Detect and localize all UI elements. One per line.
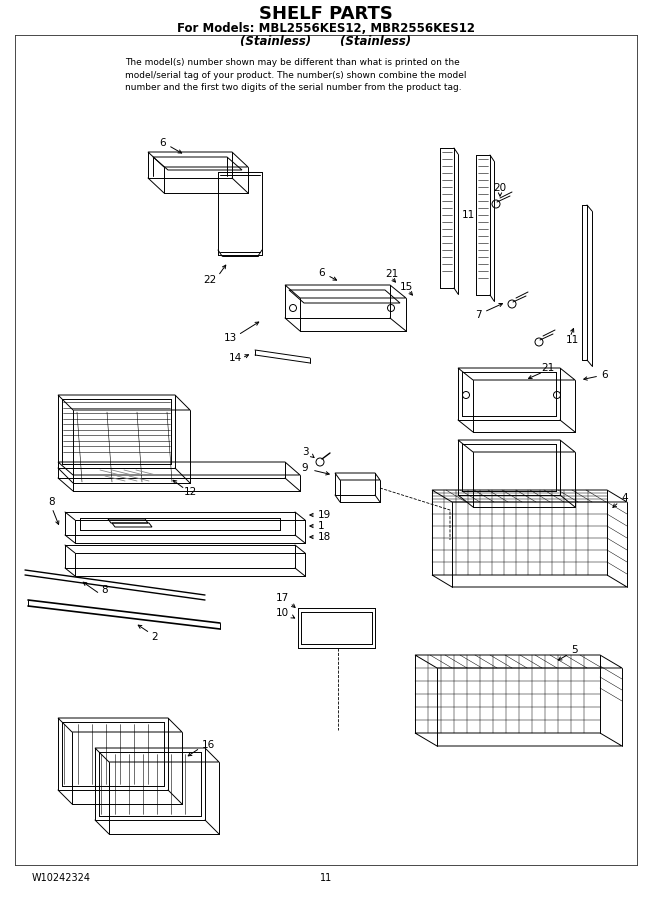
Text: The model(s) number shown may be different than what is printed on the
model/ser: The model(s) number shown may be differe… [125, 58, 466, 92]
Text: 5: 5 [572, 645, 578, 655]
Text: 13: 13 [224, 333, 237, 343]
Text: 2: 2 [152, 632, 158, 642]
Text: 20: 20 [494, 183, 507, 193]
Text: 6: 6 [319, 268, 325, 278]
Text: 11: 11 [565, 335, 578, 345]
Text: 17: 17 [275, 593, 289, 603]
Text: W10242324: W10242324 [32, 873, 91, 883]
Text: 16: 16 [202, 740, 215, 750]
Text: 15: 15 [400, 282, 413, 292]
Text: 9: 9 [302, 463, 308, 473]
Text: 3: 3 [302, 447, 308, 457]
Text: (Stainless)       (Stainless): (Stainless) (Stainless) [241, 35, 411, 49]
Text: 22: 22 [203, 275, 216, 285]
Text: 14: 14 [228, 353, 242, 363]
Text: 4: 4 [622, 493, 629, 503]
Text: SHELF PARTS: SHELF PARTS [259, 5, 393, 23]
Text: 1: 1 [318, 521, 325, 531]
Text: 6: 6 [160, 138, 166, 148]
Text: 11: 11 [320, 873, 332, 883]
Text: 21: 21 [385, 269, 398, 279]
Text: 18: 18 [318, 532, 331, 542]
Text: 11: 11 [462, 210, 475, 220]
Text: 10: 10 [275, 608, 289, 618]
Text: 8: 8 [102, 585, 108, 595]
Text: 12: 12 [183, 487, 197, 497]
Text: 7: 7 [475, 310, 481, 320]
Polygon shape [108, 519, 148, 523]
Text: 6: 6 [602, 370, 608, 380]
Text: 21: 21 [541, 363, 555, 373]
Text: For Models: MBL2556KES12, MBR2556KES12: For Models: MBL2556KES12, MBR2556KES12 [177, 22, 475, 34]
Text: 8: 8 [49, 497, 55, 507]
Text: 19: 19 [318, 510, 331, 520]
